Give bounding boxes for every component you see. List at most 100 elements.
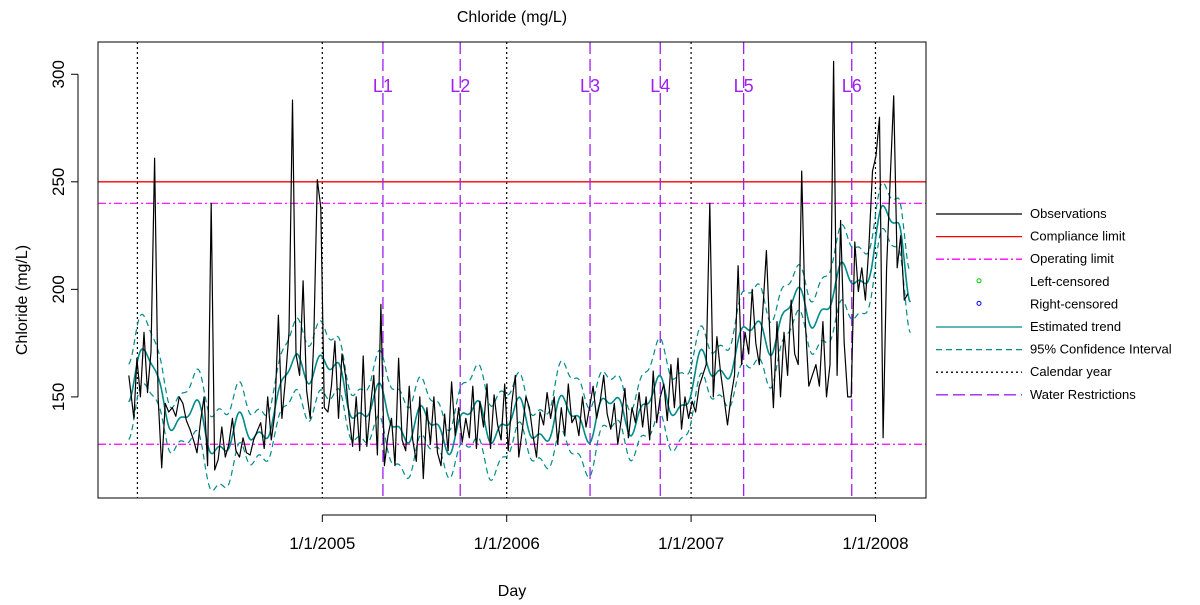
observation-point [759, 364, 760, 365]
observation-point [221, 427, 222, 428]
observation-point [780, 396, 781, 397]
observation-point [455, 435, 456, 436]
observation-point [833, 61, 834, 62]
observation-point [529, 407, 530, 408]
observation-point [395, 465, 396, 466]
observation-point [490, 448, 491, 449]
observation-point [331, 386, 332, 387]
observation-point [469, 437, 470, 438]
observation-point [639, 392, 640, 393]
observation-point [317, 179, 318, 180]
observation-point [872, 171, 873, 172]
observation-point [890, 181, 891, 182]
observation-point [242, 437, 243, 438]
water-restriction-label: L6 [842, 76, 862, 96]
observation-point [349, 416, 350, 417]
observation-point [674, 407, 675, 408]
observation-point [649, 439, 650, 440]
observation-point [798, 364, 799, 365]
estimated-trend-line [128, 204, 912, 456]
observation-point [398, 358, 399, 359]
observation-point [253, 439, 254, 440]
observation-point [151, 351, 152, 352]
observation-point [603, 375, 604, 376]
observations-group [128, 60, 909, 480]
observation-point [228, 444, 229, 445]
y-axis: 150 200 250 300 [49, 60, 79, 411]
observation-point [292, 100, 293, 101]
observation-point [706, 364, 707, 365]
observation-point [458, 407, 459, 408]
observation-point [218, 459, 219, 460]
observation-point [897, 267, 898, 268]
observation-point [589, 407, 590, 408]
y-axis-label: Chloride (mg/L) [14, 245, 31, 355]
observation-point [387, 435, 388, 436]
observation-point [193, 439, 194, 440]
observation-point [235, 450, 236, 451]
observation-point [373, 375, 374, 376]
legend-label: Right-censored [1030, 296, 1118, 311]
observation-point [628, 437, 629, 438]
plot-area: L1 L2 L3 L4 L5 L6 [97, 41, 927, 499]
observation-point [296, 353, 297, 354]
observation-point [250, 454, 251, 455]
observation-point [182, 403, 183, 404]
observation-point [380, 304, 381, 305]
observation-point [727, 424, 728, 425]
water-restriction-label: L3 [580, 76, 600, 96]
observation-point [377, 454, 378, 455]
x-tick-label: 1/1/2006 [474, 534, 540, 553]
observation-point [147, 392, 148, 393]
observation-point [582, 396, 583, 397]
observation-point [557, 444, 558, 445]
observation-point [140, 396, 141, 397]
observation-point [232, 418, 233, 419]
legend-label: Operating limit [1030, 251, 1114, 266]
x-axis: 1/1/2005 1/1/2006 1/1/2007 1/1/2008 [289, 514, 909, 553]
observation-point [342, 353, 343, 354]
observation-point [571, 422, 572, 423]
observation-point [561, 407, 562, 408]
observation-point [716, 336, 717, 337]
observation-point [808, 386, 809, 387]
observation-point [532, 435, 533, 436]
observation-point [624, 388, 625, 389]
observation-point [299, 375, 300, 376]
observation-point [433, 396, 434, 397]
observation-point [465, 418, 466, 419]
observation-point [416, 461, 417, 462]
observation-point [158, 396, 159, 397]
observation-point [826, 396, 827, 397]
legend-label: Calendar year [1030, 364, 1112, 379]
observation-point [709, 203, 710, 204]
observation-point [748, 353, 749, 354]
observation-point [794, 353, 795, 354]
observation-point [787, 375, 788, 376]
observation-point [267, 396, 268, 397]
observation-point [214, 470, 215, 471]
x-tick-label: 1/1/2005 [289, 534, 355, 553]
observation-point [430, 444, 431, 445]
observation-point [165, 403, 166, 404]
observation-point [264, 448, 265, 449]
x-tick-label: 1/1/2007 [658, 534, 724, 553]
observation-point [363, 356, 364, 357]
observation-point [483, 427, 484, 428]
observation-point [635, 422, 636, 423]
observation-point [327, 411, 328, 412]
observation-point [352, 446, 353, 447]
observation-point [713, 396, 714, 397]
observation-point [614, 403, 615, 404]
observation-point [204, 396, 205, 397]
observation-point [497, 424, 498, 425]
water-restriction-label: L4 [650, 76, 670, 96]
observation-point [437, 452, 438, 453]
observation-point [578, 435, 579, 436]
observation-point [405, 450, 406, 451]
observation-point [320, 207, 321, 208]
observation-point [617, 444, 618, 445]
observation-point [154, 158, 155, 159]
observation-point [402, 439, 403, 440]
